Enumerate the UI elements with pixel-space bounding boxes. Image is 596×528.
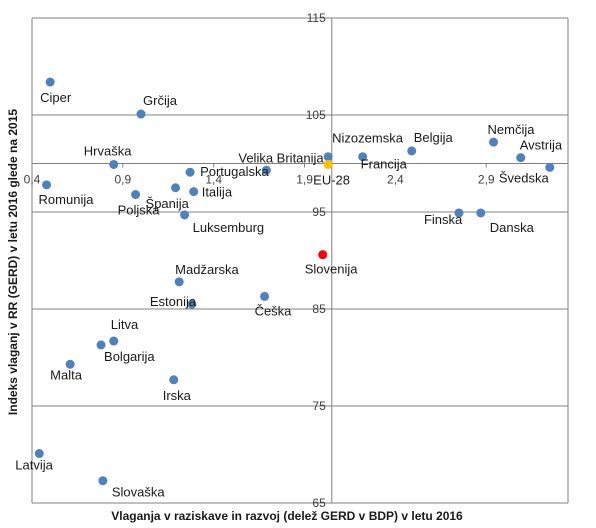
point-label: Švedska [499, 170, 550, 185]
y-tick-label: 65 [312, 496, 326, 510]
point-labels: Ciper Grčija Hrvaška Romunija PoljskaŠpanija… [15, 90, 563, 500]
point-label: Hrvaška [84, 143, 132, 158]
point-label: Češka [255, 303, 293, 318]
point-label: Velika Britanija [238, 150, 324, 165]
axes [31, 18, 569, 503]
x-axis-label: Vlaganja v raziskave in razvoj (delež GE… [111, 509, 463, 523]
data-points [34, 77, 555, 486]
point-label: Danska [490, 220, 535, 235]
point-irska [169, 375, 179, 385]
x-tick-label: 0,9 [115, 173, 132, 187]
point-label: Francija [361, 157, 408, 172]
tick-labels: 65 75 85 95 105 115 0,4 0,9 1,4 1,9 2,4 2,9 [24, 11, 495, 510]
point-latvija [34, 449, 44, 459]
y-tick-label: 105 [306, 108, 326, 122]
point-label: Slovenija [305, 262, 359, 277]
point-švedska [545, 162, 555, 172]
point-malta [65, 359, 75, 369]
point-label: Romunija [39, 192, 95, 207]
point-label: Slovaška [112, 485, 166, 500]
x-tick-label: 1,4 [205, 173, 222, 187]
point-label: EU-28 [313, 172, 350, 187]
point-slovaška [98, 476, 108, 486]
point-ciper [45, 77, 55, 87]
point-bolgarija [96, 340, 106, 350]
point-label: Ciper [40, 90, 72, 105]
grid-lines [32, 17, 568, 504]
point-italija [189, 187, 199, 197]
point-litva [109, 336, 119, 346]
point-label: Bolgarija [104, 349, 155, 364]
point-danska [476, 208, 486, 218]
point-nemčija [489, 137, 499, 147]
point-slovenija [318, 250, 328, 260]
point-madžarska [174, 277, 184, 287]
point-avstrija [516, 153, 526, 163]
point-label: Irska [163, 388, 192, 403]
point-label: Italija [202, 185, 233, 200]
point-label: Španija [146, 196, 190, 211]
y-tick-label: 75 [312, 399, 326, 413]
point-label: Estonija [150, 294, 197, 309]
x-tick-label: 2,4 [387, 173, 404, 187]
point-label: Nizozemska [332, 131, 404, 146]
x-tick-label: 2,9 [478, 173, 495, 187]
point-velika-britanija [261, 165, 271, 175]
point-label: Finska [424, 212, 463, 227]
point-label: Poljska [118, 203, 161, 218]
point-label: Nemčija [488, 122, 536, 137]
y-axis-label: Indeks vlaganj v RR (GERD) v letu 2016 g… [6, 109, 20, 415]
point-label: Avstrija [520, 138, 563, 153]
point-češka [260, 291, 270, 301]
point-label: Malta [50, 367, 83, 382]
y-tick-label: 115 [307, 11, 326, 25]
y-tick-label: 85 [312, 302, 326, 316]
x-tick-label: 1,9 [296, 173, 313, 187]
point-francija [358, 152, 368, 162]
point-grčija [136, 109, 146, 119]
point-portugalska [185, 167, 195, 177]
point-label: Madžarska [175, 262, 239, 277]
point-hrvaška [109, 159, 119, 169]
point-luksemburg [180, 210, 190, 220]
point-belgija [407, 146, 417, 156]
point-nizozemska [323, 152, 333, 162]
point-label: Litva [111, 317, 139, 332]
x-tick-label: 0,4 [24, 173, 41, 187]
point-label: Portugalska [200, 164, 269, 179]
point-label: Luksemburg [193, 220, 265, 235]
point-finska [454, 208, 464, 218]
point-romunija [42, 180, 52, 190]
point-poljska [131, 190, 141, 200]
point-estonija [187, 299, 197, 309]
point-španija [171, 183, 181, 193]
point-eu-28 [323, 159, 333, 169]
y-tick-label: 95 [312, 205, 326, 219]
point-label: Grčija [143, 93, 178, 108]
point-label: Latvija [15, 458, 53, 473]
point-label: Belgija [414, 130, 454, 145]
